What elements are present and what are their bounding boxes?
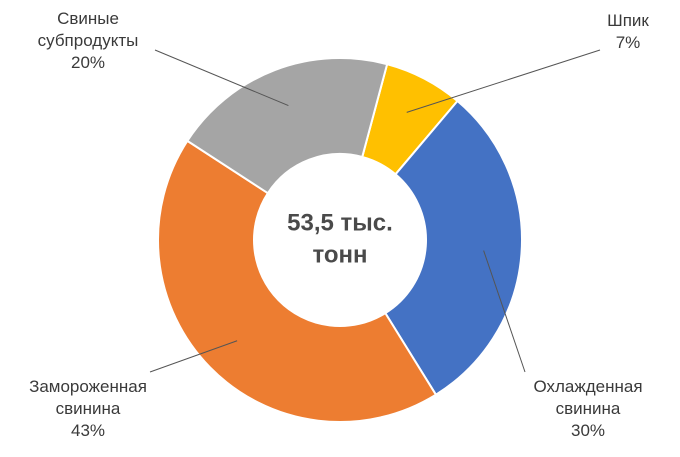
value-label: 7% [616, 33, 641, 52]
center-text: 53,5 тыс. [287, 209, 393, 236]
label-line: Охлажденная [533, 377, 642, 396]
label-line: Свиные [57, 9, 119, 28]
label-line: субпродукты [38, 31, 139, 50]
value-label: 43% [71, 421, 105, 440]
label-line: свинина [56, 399, 121, 418]
donut-slice [157, 139, 438, 423]
slice-label: Свиные субпродукты 20% [38, 9, 139, 72]
leader-line [406, 49, 601, 113]
leader-line [149, 340, 238, 373]
slice-label: Охлажденная свинина 30% [533, 377, 642, 440]
leader-line [483, 250, 526, 373]
center-text: тонн [312, 241, 367, 268]
slice-label: Замороженная свинина 43% [29, 377, 147, 440]
value-label: 20% [71, 53, 105, 72]
slice-label: Шпик 7% [607, 11, 649, 52]
label-line: свинина [556, 399, 621, 418]
leader-line [154, 49, 289, 107]
donut-slice [185, 57, 389, 195]
label-line: Шпик [607, 11, 649, 30]
label-line: Замороженная [29, 377, 147, 396]
donut-slice [383, 99, 523, 397]
value-label: 30% [571, 421, 605, 440]
